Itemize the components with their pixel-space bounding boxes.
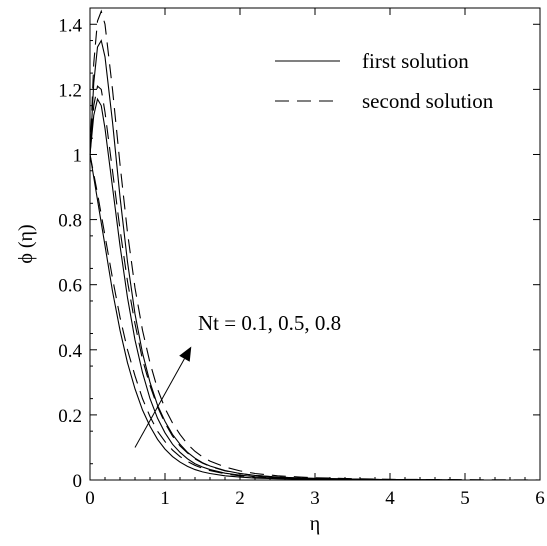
series-curve-5-solid bbox=[89, 39, 540, 481]
x-tick-label: 4 bbox=[385, 488, 395, 509]
annotation: Nt = 0.1, 0.5, 0.8 bbox=[134, 311, 341, 448]
annotation-arrow-head-icon bbox=[179, 346, 192, 362]
axis-ticks bbox=[89, 8, 541, 481]
x-tick-label: 1 bbox=[160, 488, 170, 509]
x-tick-label: 3 bbox=[310, 488, 320, 509]
y-axis-label: ϕ (η) bbox=[15, 224, 37, 263]
data-curves bbox=[89, 9, 541, 481]
legend-label-first-solution: first solution bbox=[362, 49, 469, 73]
x-tick-label: 5 bbox=[460, 488, 470, 509]
legend: first solution second solution bbox=[275, 49, 494, 113]
y-tick-label: 1.2 bbox=[58, 80, 82, 101]
y-tick-label: 1.4 bbox=[58, 15, 82, 36]
y-tick-label: 0.6 bbox=[58, 276, 82, 297]
tick-labels: 0 1 2 3 4 5 6 0 0.2 0.4 0.6 0.8 1 1.2 1.4 bbox=[58, 15, 545, 509]
y-tick-label: 0 bbox=[73, 471, 83, 492]
legend-label-second-solution: second solution bbox=[362, 89, 494, 113]
annotation-text: Nt = 0.1, 0.5, 0.8 bbox=[198, 311, 341, 335]
series-curve-6-dashed bbox=[89, 9, 541, 481]
y-tick-label: 1 bbox=[73, 145, 83, 166]
x-tick-label: 6 bbox=[535, 488, 545, 509]
y-tick-label: 0.2 bbox=[58, 406, 82, 427]
x-axis-label: η bbox=[310, 513, 320, 535]
y-tick-label: 0.4 bbox=[58, 341, 82, 362]
x-tick-label: 2 bbox=[235, 488, 245, 509]
annotation-arrow-line bbox=[134, 358, 185, 448]
x-tick-label: 0 bbox=[85, 488, 95, 509]
y-tick-label: 0.8 bbox=[58, 211, 82, 232]
